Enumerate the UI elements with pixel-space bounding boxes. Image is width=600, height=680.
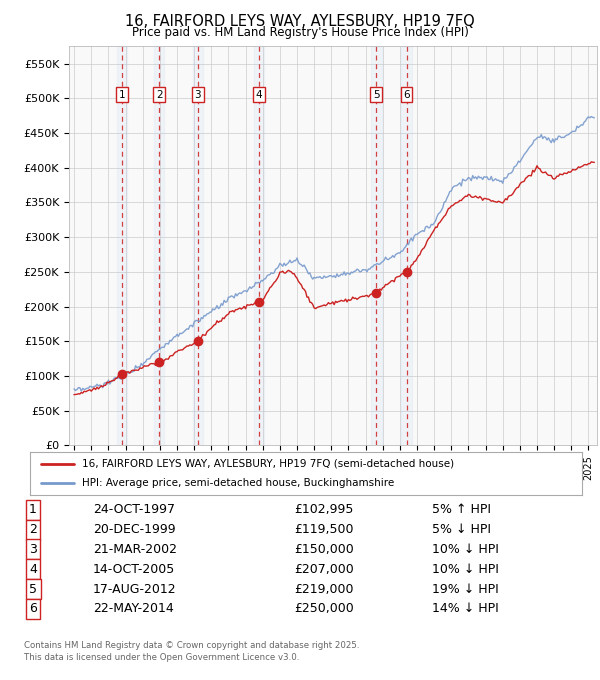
Text: £102,995: £102,995	[294, 503, 353, 516]
Text: 14% ↓ HPI: 14% ↓ HPI	[432, 602, 499, 615]
Text: This data is licensed under the Open Government Licence v3.0.: This data is licensed under the Open Gov…	[24, 653, 299, 662]
Text: 17-AUG-2012: 17-AUG-2012	[93, 583, 176, 596]
Bar	[254, 46, 264, 445]
Text: 14-OCT-2005: 14-OCT-2005	[93, 563, 175, 576]
Text: 6: 6	[29, 602, 37, 615]
Bar	[117, 46, 127, 445]
Text: 24-OCT-1997: 24-OCT-1997	[93, 503, 175, 516]
Text: 19% ↓ HPI: 19% ↓ HPI	[432, 583, 499, 596]
Bar	[193, 46, 203, 445]
Text: 16, FAIRFORD LEYS WAY, AYLESBURY, HP19 7FQ: 16, FAIRFORD LEYS WAY, AYLESBURY, HP19 7…	[125, 14, 475, 29]
Text: HPI: Average price, semi-detached house, Buckinghamshire: HPI: Average price, semi-detached house,…	[82, 479, 395, 488]
Text: £250,000: £250,000	[294, 602, 354, 615]
Text: 10% ↓ HPI: 10% ↓ HPI	[432, 563, 499, 576]
Text: 2: 2	[29, 523, 37, 536]
Text: £119,500: £119,500	[294, 523, 353, 536]
Text: 5% ↑ HPI: 5% ↑ HPI	[432, 503, 491, 516]
Text: 5% ↓ HPI: 5% ↓ HPI	[432, 523, 491, 536]
Text: £150,000: £150,000	[294, 543, 354, 556]
Text: 6: 6	[403, 90, 410, 100]
Text: Price paid vs. HM Land Registry's House Price Index (HPI): Price paid vs. HM Land Registry's House …	[131, 26, 469, 39]
Text: 1: 1	[29, 503, 37, 516]
Text: 3: 3	[29, 543, 37, 556]
Text: 16, FAIRFORD LEYS WAY, AYLESBURY, HP19 7FQ (semi-detached house): 16, FAIRFORD LEYS WAY, AYLESBURY, HP19 7…	[82, 459, 455, 469]
Text: 5: 5	[373, 90, 380, 100]
Text: 10% ↓ HPI: 10% ↓ HPI	[432, 543, 499, 556]
Text: 1: 1	[119, 90, 125, 100]
Bar	[371, 46, 382, 445]
Text: 21-MAR-2002: 21-MAR-2002	[93, 543, 177, 556]
Bar	[154, 46, 164, 445]
Text: 4: 4	[29, 563, 37, 576]
Bar	[401, 46, 412, 445]
Text: 3: 3	[194, 90, 201, 100]
Text: £219,000: £219,000	[294, 583, 353, 596]
Text: 2: 2	[156, 90, 163, 100]
Text: 4: 4	[256, 90, 262, 100]
Text: 20-DEC-1999: 20-DEC-1999	[93, 523, 176, 536]
Text: 5: 5	[29, 583, 37, 596]
Text: Contains HM Land Registry data © Crown copyright and database right 2025.: Contains HM Land Registry data © Crown c…	[24, 641, 359, 649]
Text: 22-MAY-2014: 22-MAY-2014	[93, 602, 174, 615]
Text: £207,000: £207,000	[294, 563, 354, 576]
